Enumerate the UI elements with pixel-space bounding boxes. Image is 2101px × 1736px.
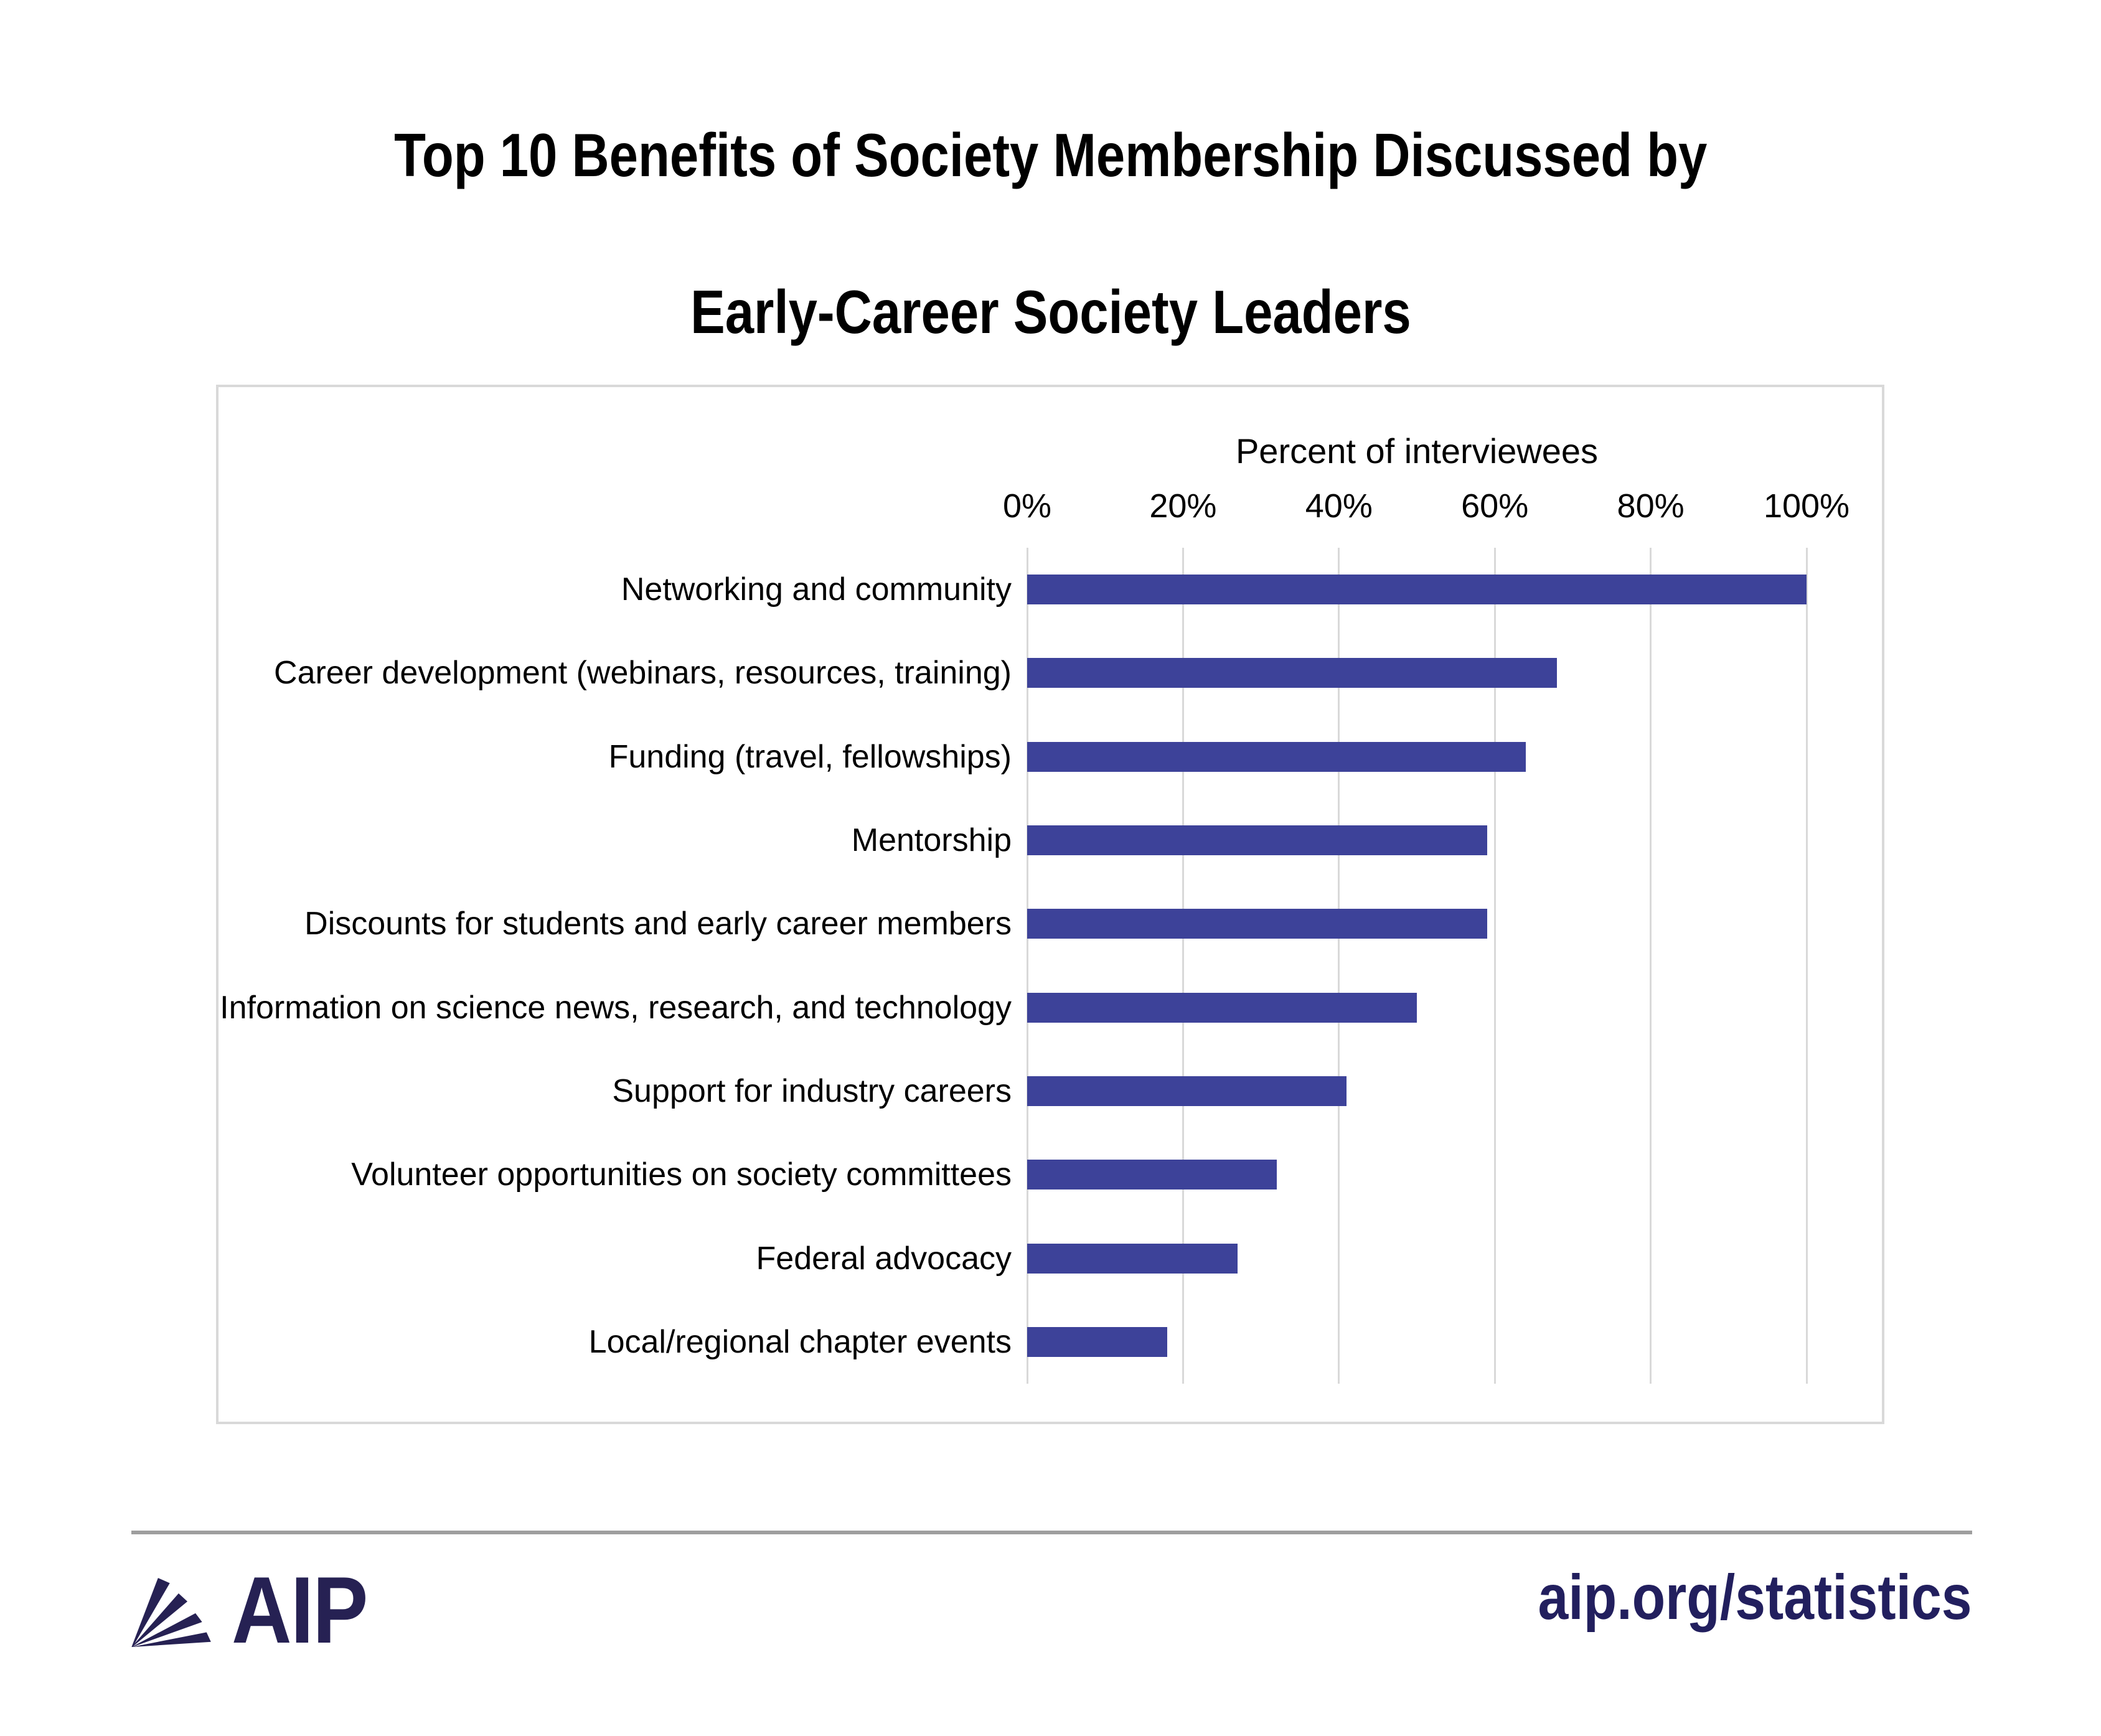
category-label: Support for industry careers (612, 1072, 1012, 1109)
category-label: Volunteer opportunities on society commi… (351, 1157, 1012, 1193)
category-label: Local/regional chapter events (588, 1323, 1012, 1360)
bar (1027, 575, 1807, 605)
aip-logo-text: AIP (232, 1557, 368, 1663)
chart-title-line-1: Top 10 Benefits of Society Membership Di… (0, 121, 2101, 189)
x-tick-label: 60% (1461, 487, 1529, 525)
bar (1027, 1326, 1168, 1357)
category-labels: Networking and community Career developme… (205, 548, 1012, 1384)
category-label: Discounts for students and early career … (304, 906, 1012, 942)
footer-divider (131, 1531, 1972, 1534)
x-tick-label: 80% (1617, 487, 1685, 525)
bar (1027, 1243, 1238, 1274)
category-label: Funding (travel, fellowships) (608, 738, 1012, 775)
x-tick-label: 20% (1149, 487, 1217, 525)
bar (1027, 1160, 1277, 1190)
bar (1027, 741, 1526, 772)
category-label: Networking and community (621, 571, 1012, 608)
gridline (1805, 548, 1808, 1384)
gridline (1338, 548, 1340, 1384)
bar (1027, 909, 1487, 939)
x-tick-label: 40% (1305, 487, 1373, 525)
gridline (1182, 548, 1184, 1384)
bar (1027, 1076, 1347, 1106)
category-label: Information on science news, research, a… (220, 989, 1012, 1026)
x-tick-label: 100% (1763, 487, 1850, 525)
gridline (1650, 548, 1652, 1384)
chart-title-line-1-text: Top 10 Benefits of Society Membership Di… (393, 121, 1708, 189)
bar (1027, 658, 1558, 688)
aip-logo-fan-icon (131, 1578, 211, 1647)
gridline (1026, 548, 1028, 1384)
bar (1027, 992, 1417, 1023)
category-label: Career development (webinars, resources,… (274, 655, 1012, 692)
bar (1027, 825, 1487, 856)
chart-title-line-2-text: Early-Career Society Leaders (690, 278, 1411, 346)
chart-title-line-2: Early-Career Society Leaders (0, 278, 2101, 346)
x-axis-title: Percent of interviewees (1235, 431, 1599, 471)
category-label: Mentorship (851, 822, 1012, 859)
plot-area (1026, 548, 1808, 1384)
aip-logo: AIP (129, 1557, 385, 1663)
x-tick-label: 0% (1002, 487, 1052, 525)
category-label: Federal advocacy (756, 1240, 1012, 1277)
gridline (1493, 548, 1496, 1384)
footer-url: aip.org/statistics (1538, 1562, 1972, 1633)
